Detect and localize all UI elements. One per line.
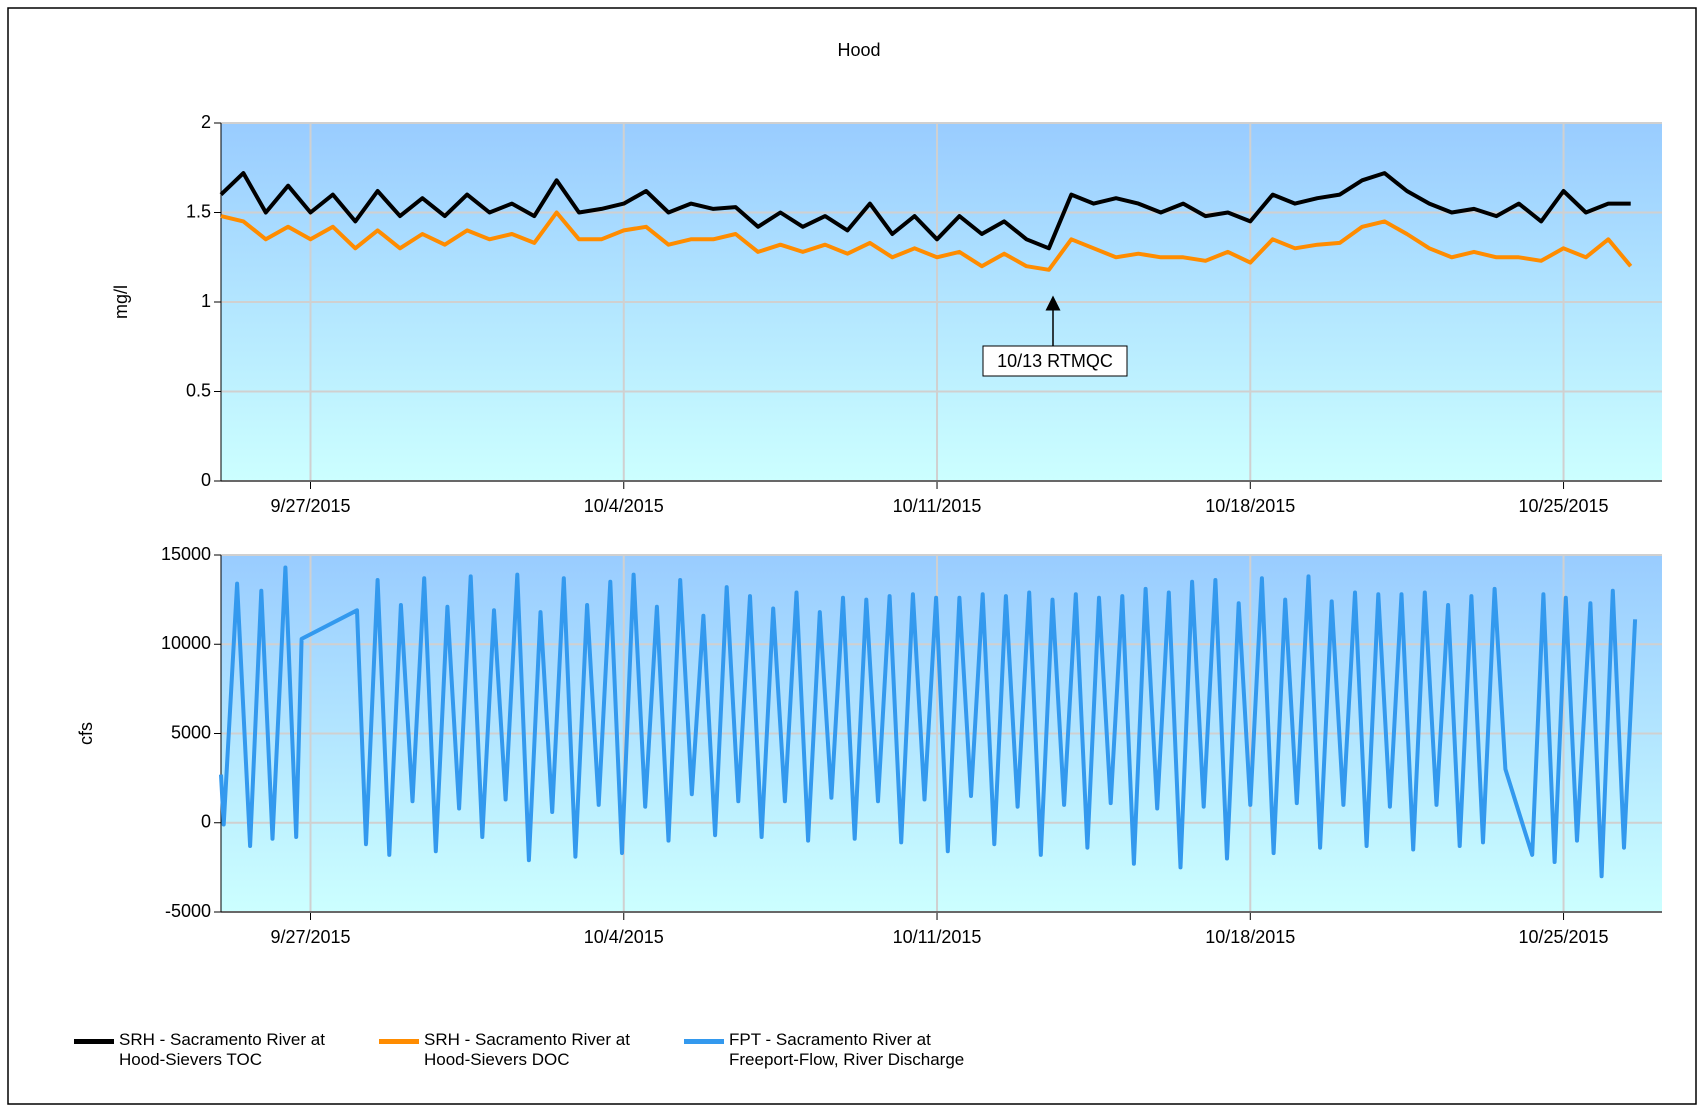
legend-item: SRH - Sacramento River at Hood-Sievers T…	[74, 1030, 359, 1070]
y-tick-label: -5000	[165, 901, 211, 921]
series-line	[219, 565, 1638, 879]
y-axis-label: cfs	[76, 722, 96, 745]
y-tick-label: 0.5	[186, 380, 211, 400]
annotation: 10/13 RTMQC	[997, 351, 1113, 371]
legend-label: SRH - Sacramento River at Hood-Sievers D…	[424, 1030, 630, 1069]
x-tick-label: 10/25/2015	[1518, 927, 1608, 947]
y-tick-label: 0	[201, 470, 211, 490]
x-tick-label: 9/27/2015	[270, 927, 350, 947]
annotation-box	[982, 345, 1128, 377]
x-tick-label: 10/4/2015	[584, 496, 664, 516]
legend-item: FPT - Sacramento River at Freeport-Flow,…	[684, 1030, 969, 1070]
legend-label: FPT - Sacramento River at Freeport-Flow,…	[729, 1030, 965, 1069]
x-tick-label: 10/11/2015	[893, 496, 982, 516]
x-tick-label: 10/4/2015	[584, 927, 664, 947]
x-tick-label: 10/25/2015	[1518, 496, 1608, 516]
legend-label: SRH - Sacramento River at Hood-Sievers T…	[119, 1030, 325, 1069]
x-tick-label: 9/27/2015	[270, 496, 350, 516]
y-tick-label: 0	[201, 812, 211, 832]
legend: SRH - Sacramento River at Hood-Sievers T…	[74, 1030, 989, 1070]
x-tick-label: 10/11/2015	[893, 927, 982, 947]
y-tick-label: 1	[201, 291, 211, 311]
frame	[7, 7, 1697, 1105]
x-tick-label: 10/18/2015	[1205, 927, 1295, 947]
y-tick-label: 1.5	[186, 201, 211, 221]
legend-swatch	[684, 1039, 724, 1044]
legend-swatch	[74, 1039, 114, 1044]
y-axis-label: mg/l	[111, 285, 131, 319]
legend-item: SRH - Sacramento River at Hood-Sievers D…	[379, 1030, 664, 1070]
chart-title: Hood	[837, 40, 880, 60]
series-line	[219, 171, 1631, 251]
series-line	[220, 210, 1633, 272]
y-tick-label: 2	[201, 112, 211, 132]
y-tick-label: 15000	[161, 544, 211, 564]
y-tick-label: 5000	[171, 722, 211, 742]
y-tick-label: 10000	[161, 633, 211, 653]
x-tick-label: 10/18/2015	[1205, 496, 1295, 516]
legend-swatch	[379, 1039, 419, 1044]
